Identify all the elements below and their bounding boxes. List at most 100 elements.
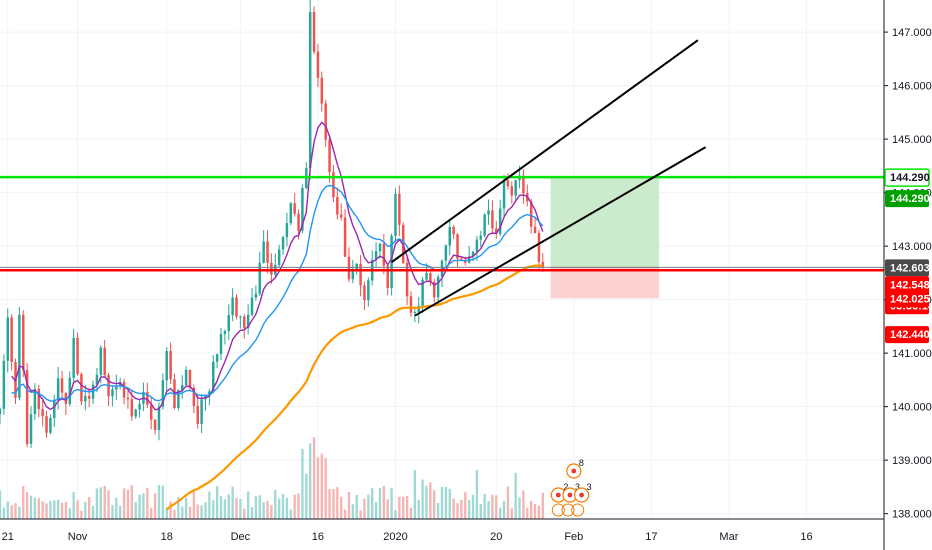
y-tick-label: 138.000	[892, 509, 932, 521]
volume-bar	[177, 496, 180, 519]
y-tick-label: 141.000	[892, 348, 932, 360]
volume-bar	[64, 501, 68, 519]
candle-body	[498, 208, 502, 234]
volume-bar	[258, 495, 261, 519]
candle-body	[405, 262, 409, 297]
volume-bar	[169, 501, 172, 519]
volume-bar	[53, 500, 56, 519]
volume-bar	[340, 496, 343, 519]
candle-body	[487, 210, 490, 215]
candle-body	[146, 391, 149, 405]
volume-bar	[126, 489, 130, 519]
volume-bar	[223, 499, 227, 519]
volume-bar	[475, 470, 479, 519]
volume-bar	[68, 508, 71, 519]
channel-line-1	[391, 39, 699, 263]
candle-body	[262, 241, 265, 263]
price-badge	[885, 276, 929, 294]
volume-bar	[239, 499, 242, 519]
volume-bar	[467, 499, 471, 519]
volume-bar	[448, 488, 451, 519]
volume-bar	[359, 510, 362, 519]
candle-body	[115, 385, 118, 390]
volume-bar	[266, 500, 269, 519]
candle-body	[258, 262, 262, 294]
candle-body	[421, 279, 424, 306]
candle-body	[475, 239, 479, 252]
volume-bar	[103, 485, 106, 519]
volume-bar	[119, 505, 122, 519]
candle-body	[37, 388, 41, 409]
channel-lines[interactable]	[391, 39, 707, 317]
volume-bar	[394, 510, 397, 519]
candle-body	[374, 251, 378, 260]
candle-body	[157, 406, 161, 430]
volume-bar	[402, 496, 405, 519]
price-badge-label: 142.548	[890, 279, 930, 291]
price-badge	[884, 168, 930, 187]
candle-body	[231, 297, 234, 316]
volume-bar	[227, 494, 230, 519]
candle-body	[76, 337, 79, 375]
volume-bar	[115, 497, 118, 519]
volume-bar	[56, 499, 60, 519]
candle-body	[184, 369, 188, 386]
volume-bar	[111, 504, 114, 519]
candle-body	[425, 273, 428, 280]
position-box[interactable]	[550, 177, 660, 299]
candle-body	[460, 258, 463, 260]
position-profit-zone	[550, 177, 660, 268]
volume-bar	[413, 470, 417, 519]
candle-body	[537, 232, 541, 262]
candle-body	[479, 235, 483, 240]
volume-bar	[84, 501, 87, 519]
volume-bar	[107, 490, 110, 519]
event-markers[interactable]: 82 3 3	[550, 458, 592, 517]
price-badge-label: 142.440	[890, 329, 930, 341]
volume-bar	[173, 509, 176, 519]
volume-bar	[181, 506, 184, 519]
event-marker-dot	[571, 468, 577, 474]
volume-bar	[150, 507, 153, 519]
volume-bar	[436, 503, 440, 519]
candle-body	[18, 314, 21, 398]
candle-body	[324, 103, 327, 140]
volume-bar	[254, 496, 258, 519]
volume-bar	[320, 453, 323, 519]
candle-body	[328, 139, 331, 173]
candle-body	[25, 370, 29, 444]
candle-body	[49, 418, 52, 433]
candle-body	[72, 337, 75, 378]
volume-bar	[192, 490, 196, 519]
volume-bar	[122, 488, 126, 519]
volume-bar	[95, 488, 99, 519]
candle-body	[510, 186, 514, 196]
candle-body	[347, 256, 351, 280]
event-marker-dot	[567, 492, 573, 498]
price-badge	[885, 326, 929, 344]
volume-bar	[514, 472, 517, 519]
candle-body	[29, 414, 33, 444]
candle-body	[56, 378, 60, 400]
volume-bar	[215, 486, 219, 519]
candle-body	[444, 245, 448, 261]
volume-bar	[60, 502, 64, 519]
volume-bar	[456, 503, 459, 519]
candle-body	[153, 419, 157, 430]
moving-average-ma-fast	[11, 121, 544, 411]
candle-body	[165, 351, 168, 381]
candle-body	[215, 354, 219, 362]
price-badge	[885, 190, 929, 208]
volume-bar	[80, 510, 83, 519]
volume-bar	[343, 509, 347, 519]
candle-body	[448, 226, 451, 246]
volume-bar	[309, 443, 312, 519]
volume-bar	[37, 498, 40, 519]
horizontal-levels[interactable]	[0, 175, 884, 272]
candle-body	[529, 201, 533, 227]
volume-bar	[157, 485, 161, 519]
volume-bar	[130, 485, 133, 519]
volume-bar	[262, 502, 265, 519]
volume-bar	[0, 490, 2, 519]
